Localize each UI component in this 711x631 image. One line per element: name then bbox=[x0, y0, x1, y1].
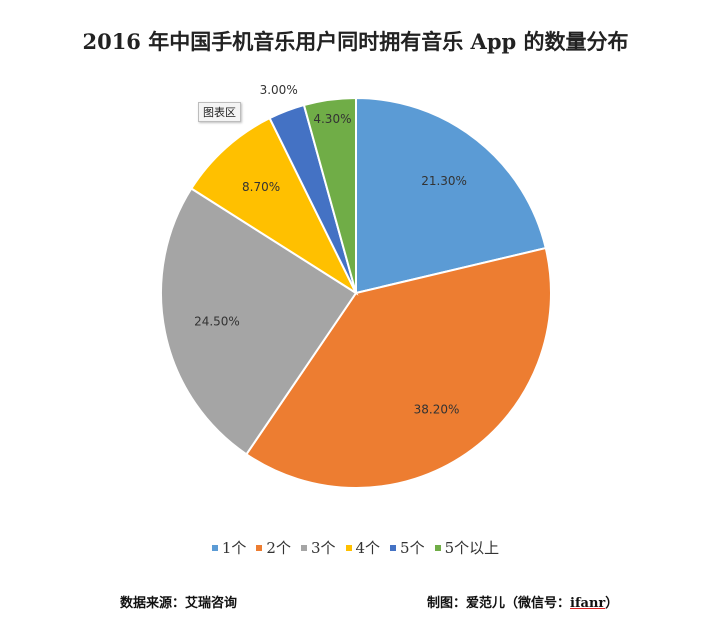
data-label-2: 38.20% bbox=[414, 402, 460, 416]
pie-slice-1[interactable] bbox=[355, 96, 547, 295]
pie-chart[interactable]: 21.30% 38.20% 24.50% 8.70% 3.00% 4.30% bbox=[0, 0, 711, 520]
data-label-1: 21.30% bbox=[421, 174, 467, 188]
legend-swatch-4 bbox=[345, 544, 352, 551]
legend-label-1: 1个 bbox=[221, 539, 247, 557]
pie-slice-4[interactable] bbox=[189, 116, 359, 296]
legend-item-1[interactable]: 1个 bbox=[211, 537, 247, 558]
legend-swatch-3 bbox=[300, 544, 307, 551]
legend-item-6[interactable]: 5个以上 bbox=[434, 537, 500, 558]
credit-handle: ifanr bbox=[570, 596, 606, 611]
pie-slice-3[interactable] bbox=[160, 187, 358, 456]
legend-label-4: 4个 bbox=[355, 539, 381, 557]
legend-label-3: 3个 bbox=[310, 539, 336, 557]
legend: 1个 2个 3个 4个 5个 5个以上 bbox=[0, 537, 711, 558]
credit-note: 制图：爱范儿（微信号：ifanr） bbox=[427, 592, 618, 611]
chart-area-tooltip: 图表区 bbox=[198, 102, 241, 122]
legend-item-3[interactable]: 3个 bbox=[300, 537, 336, 558]
credit-prefix: 制图：爱范儿（微信号： bbox=[427, 596, 571, 611]
pie-slice-2[interactable] bbox=[245, 246, 552, 489]
legend-item-5[interactable]: 5个 bbox=[390, 537, 425, 558]
legend-label-6: 5个以上 bbox=[444, 539, 500, 557]
legend-label-5: 5个 bbox=[400, 539, 425, 557]
credit-suffix: ） bbox=[605, 596, 619, 611]
chart-title: 2016 年中国手机音乐用户同时拥有音乐 App 的数量分布 bbox=[82, 29, 629, 54]
legend-item-2[interactable]: 2个 bbox=[256, 537, 291, 558]
data-label-3: 24.50% bbox=[194, 314, 240, 328]
pie-slice-6[interactable] bbox=[302, 96, 357, 294]
data-source-note: 数据来源：艾瑞咨询 bbox=[120, 596, 238, 611]
legend-swatch-5 bbox=[390, 544, 397, 551]
data-label-6: 4.30% bbox=[313, 112, 351, 126]
legend-swatch-2 bbox=[256, 544, 263, 551]
data-label-5: 3.00% bbox=[260, 83, 298, 97]
legend-item-4[interactable]: 4个 bbox=[345, 537, 381, 558]
legend-label-2: 2个 bbox=[266, 539, 291, 557]
data-label-4: 8.70% bbox=[242, 180, 280, 194]
legend-swatch-1 bbox=[211, 544, 218, 551]
legend-swatch-6 bbox=[434, 544, 441, 551]
